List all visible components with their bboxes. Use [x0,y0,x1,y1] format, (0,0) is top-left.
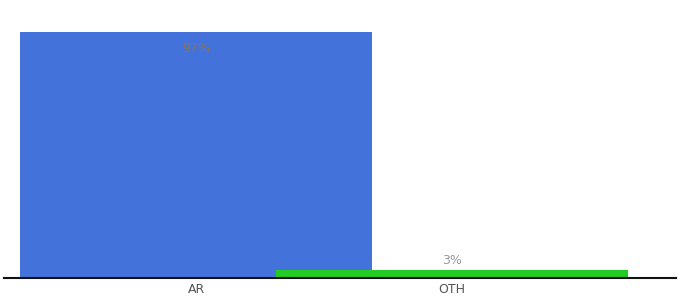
Bar [20,32,372,278]
Text: 3%: 3% [442,254,462,267]
Bar [276,270,628,278]
Text: 97%: 97% [182,42,210,55]
